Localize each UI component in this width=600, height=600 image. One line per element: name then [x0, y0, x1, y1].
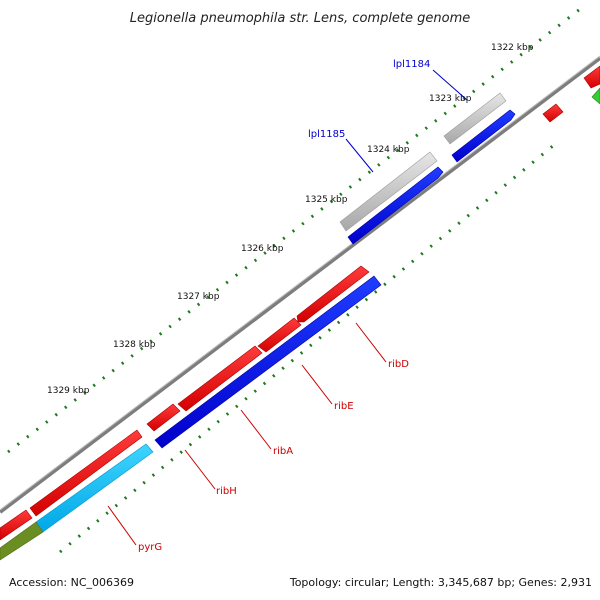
feature-lpl1185[interactable]: [339, 151, 438, 232]
topology-text: Topology: circular; Length: 3,345,687 bp…: [289, 576, 592, 589]
leader-lpl1185: [345, 138, 374, 173]
feature-red-edge[interactable]: [583, 65, 600, 89]
tick-label-1324: 1324 kbp: [367, 145, 410, 155]
gene-label-ribE[interactable]: ribE: [334, 401, 354, 412]
feature-blue-2[interactable]: [347, 166, 444, 245]
tick-label-1328: 1328 kbp: [113, 340, 156, 350]
feature-blue-1[interactable]: [451, 109, 516, 163]
leader-ribE: [301, 364, 333, 405]
feature-pyrG-reverse[interactable]: [35, 443, 154, 533]
feature-rib-reverse[interactable]: [154, 275, 382, 449]
tick-label-1326: 1326 kbp: [241, 244, 284, 254]
feature-ribA-forward[interactable]: [177, 345, 263, 412]
feature-lpl1184[interactable]: [443, 92, 507, 145]
leader-ribH: [184, 449, 216, 490]
feature-ribH-forward[interactable]: [146, 403, 181, 432]
tick-label-1322: 1322 kbp: [491, 43, 534, 53]
genome-backbone-highlight: [0, 55, 600, 511]
feature-red-small[interactable]: [542, 103, 564, 123]
genome-backbone: [0, 56, 600, 514]
map-title: Legionella pneumophila str. Lens, comple…: [130, 11, 471, 26]
leader-ribD: [355, 322, 387, 363]
gene-label-ribA[interactable]: ribA: [273, 446, 293, 457]
feature-olive-segment[interactable]: [0, 521, 44, 561]
leader-pyrG: [107, 505, 137, 546]
tick-label-1325: 1325 kbp: [305, 195, 348, 205]
leader-ribA: [240, 409, 272, 450]
leader-lpl1184: [432, 69, 468, 101]
tick-label-1323: 1323 kbp: [429, 94, 472, 104]
outer-tick-ring: [7, 4, 585, 454]
gene-label-lpl1185[interactable]: lpl1185: [308, 129, 345, 140]
gene-label-pyrG[interactable]: pyrG: [138, 542, 162, 553]
feature-ribD-forward[interactable]: [296, 265, 370, 323]
gene-label-ribD[interactable]: ribD: [388, 359, 409, 370]
feature-green-edge[interactable]: [591, 87, 600, 105]
feature-ribE-forward[interactable]: [257, 317, 302, 353]
tick-label-1327: 1327 kbp: [177, 292, 220, 302]
tick-label-1329: 1329 kbp: [47, 386, 90, 396]
accession-text: Accession: NC_006369: [9, 576, 134, 589]
feature-pyrG-forward[interactable]: [29, 429, 143, 517]
feature-red-left-edge[interactable]: [0, 509, 33, 541]
gene-label-ribH[interactable]: ribH: [216, 486, 237, 497]
gene-label-lpl1184[interactable]: lpl1184: [393, 59, 430, 70]
